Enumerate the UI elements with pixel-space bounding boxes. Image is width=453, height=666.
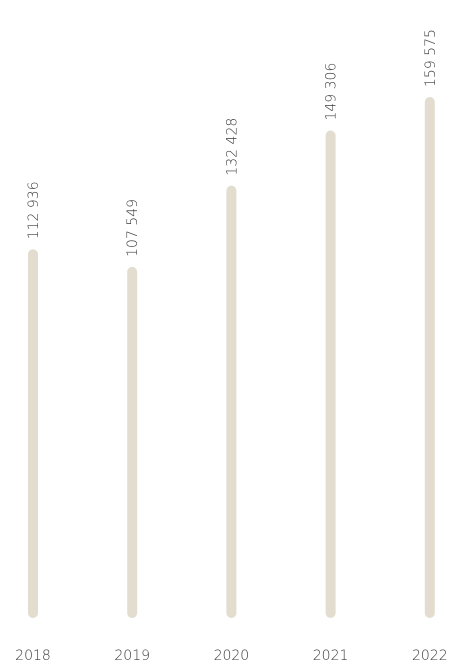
bar [325,130,336,619]
bar [127,266,138,618]
bar [28,249,38,619]
x-tick-label: 2021 [313,648,349,664]
x-tick-label: 2019 [114,648,150,664]
value-label: 132 428 [224,118,240,176]
x-tick-label: 2020 [214,648,250,664]
x-tick-label: 2022 [412,648,448,664]
value-label: 149 306 [324,63,340,121]
value-label: 107 549 [125,199,141,257]
x-tick-label: 2018 [15,648,51,664]
bar [226,185,237,618]
value-label: 112 936 [26,181,42,239]
bar [424,97,435,618]
value-label: 159 575 [423,29,439,87]
